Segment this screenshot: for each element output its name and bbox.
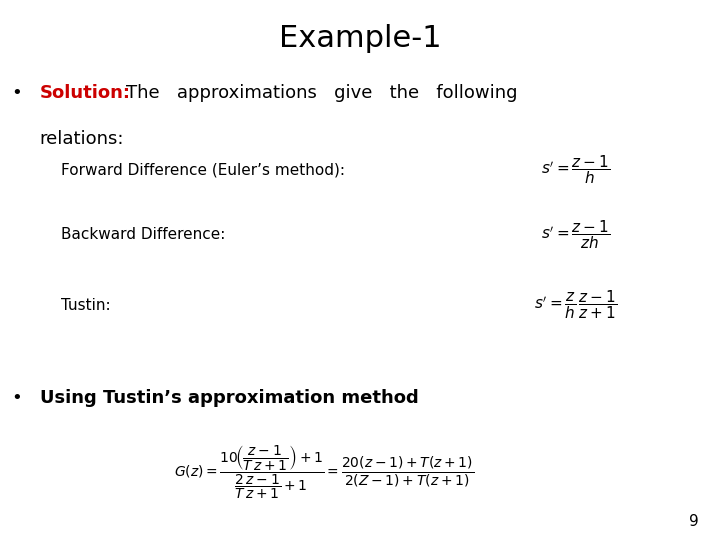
Text: Forward Difference (Euler’s method):: Forward Difference (Euler’s method): (61, 163, 345, 178)
Text: $s' = \dfrac{z-1}{zh}$: $s' = \dfrac{z-1}{zh}$ (541, 219, 611, 251)
Text: $G(z) = \dfrac{10\!\left(\dfrac{z-1}{T\,z+1}\right)+1}{\dfrac{2\,z-1}{T\,z+1}+1}: $G(z) = \dfrac{10\!\left(\dfrac{z-1}{T\,… (174, 444, 474, 501)
Text: $s' = \dfrac{z-1}{h}$: $s' = \dfrac{z-1}{h}$ (541, 154, 611, 186)
Text: $s' = \dfrac{z}{h}\,\dfrac{z-1}{z+1}$: $s' = \dfrac{z}{h}\,\dfrac{z-1}{z+1}$ (534, 289, 618, 321)
Text: Tustin:: Tustin: (61, 298, 111, 313)
Text: The   approximations   give   the   following: The approximations give the following (126, 84, 518, 102)
Text: Example-1: Example-1 (279, 24, 441, 53)
Text: Solution:: Solution: (40, 84, 130, 102)
Text: Using Tustin’s approximation method: Using Tustin’s approximation method (40, 389, 418, 407)
Text: •: • (11, 389, 22, 407)
Text: Backward Difference:: Backward Difference: (61, 227, 225, 242)
Text: relations:: relations: (40, 130, 124, 147)
Text: •: • (11, 84, 22, 102)
Text: 9: 9 (688, 514, 698, 529)
